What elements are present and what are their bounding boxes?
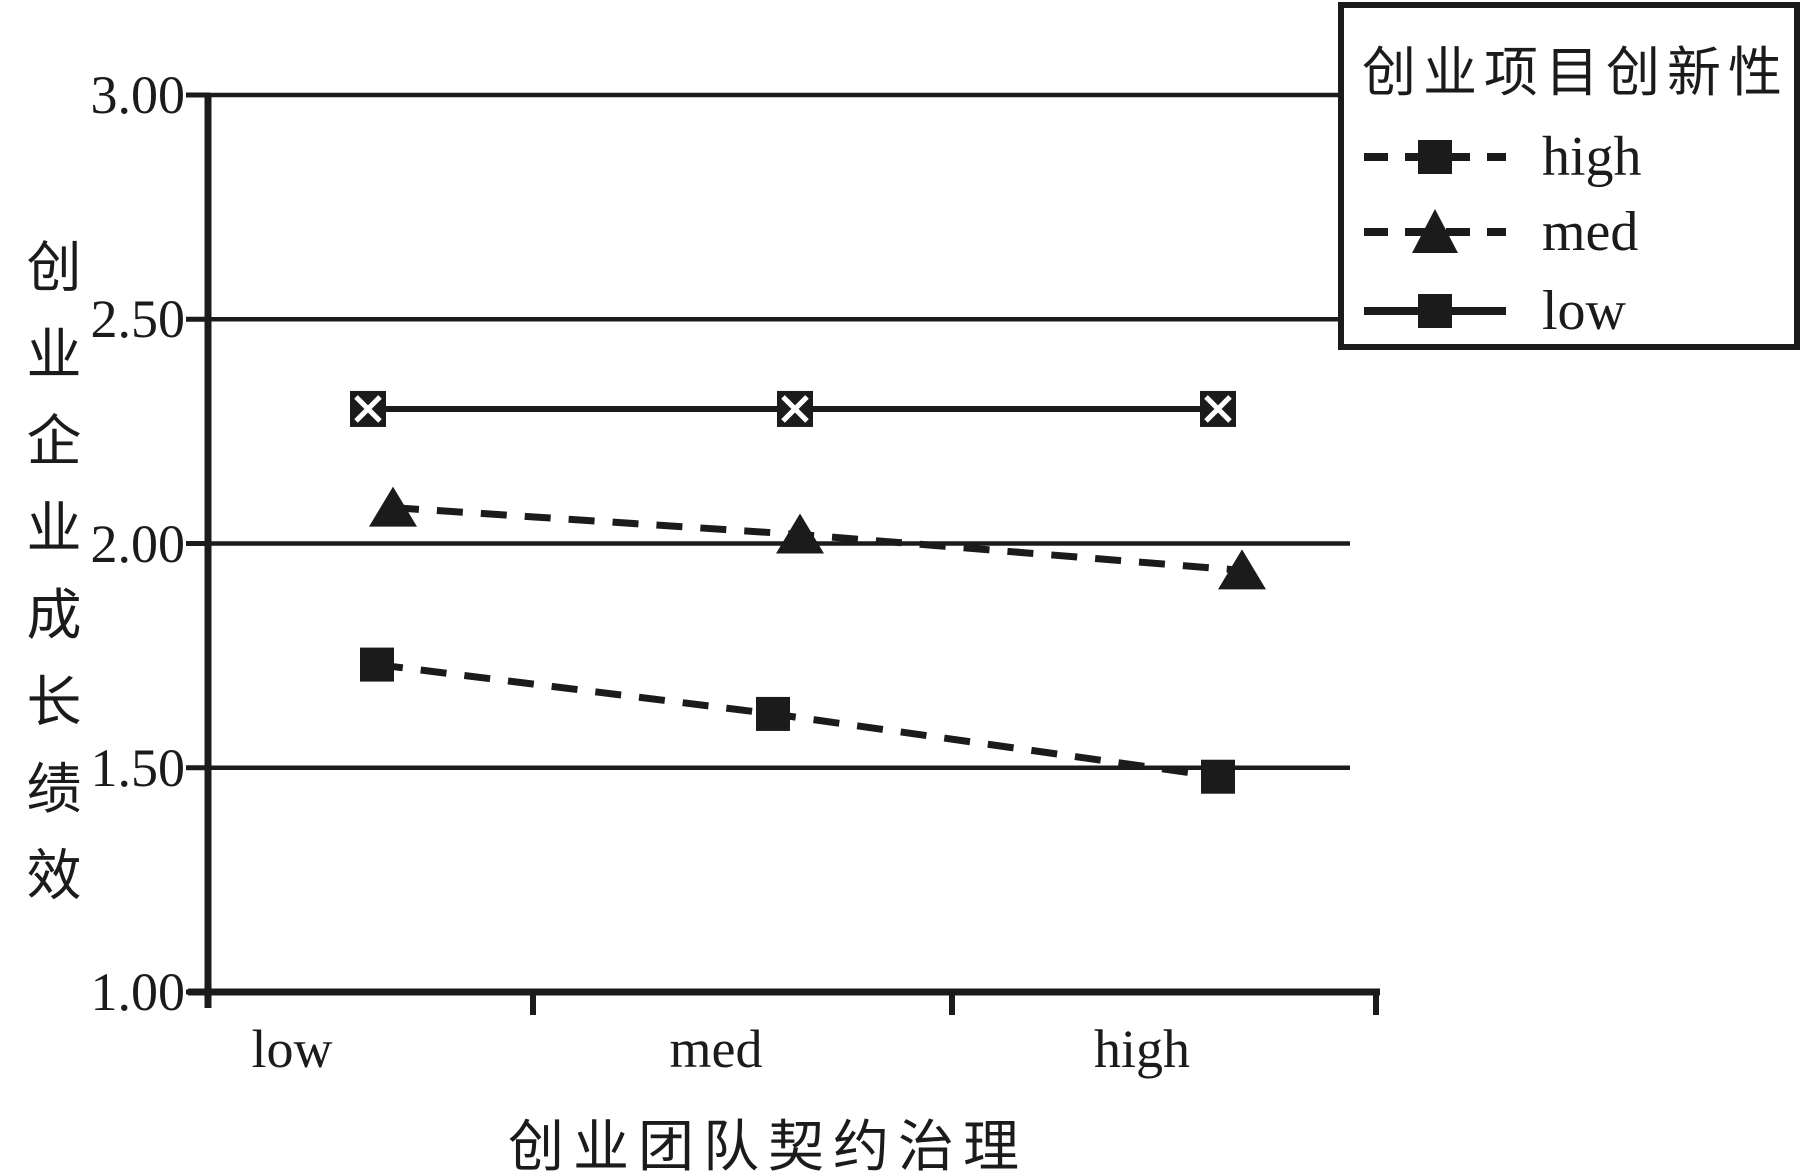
legend-item-med: med [1360, 201, 1638, 263]
legend-label-low: low [1542, 280, 1626, 342]
x-tick-label-high: high [1093, 1019, 1191, 1079]
marker-high-high [1201, 759, 1235, 794]
y-axis-title: 创业企业成长绩效 [18, 238, 79, 934]
marker-high-low [360, 647, 394, 682]
y-tick-label-2.00: 2.00 [90, 513, 186, 574]
legend-title: 创业项目创新性 [1362, 43, 1789, 103]
marker-high-med [756, 696, 790, 731]
marker-low-med-x2 [781, 395, 809, 423]
y-tick-label-1.00: 1.00 [90, 962, 186, 1022]
y-tick-label-3.00: 3.00 [90, 65, 186, 125]
marker-low-low-x2 [354, 395, 382, 423]
marker-med-med [776, 513, 824, 554]
y-tick-label-1.50: 1.50 [90, 737, 186, 798]
x-axis-title: 创业团队契约治理 [508, 1117, 1028, 1172]
y-tick-label-2.50: 2.50 [90, 289, 186, 350]
solid-line-square-marker-icon [1364, 294, 1506, 328]
legend-label-med: med [1542, 201, 1639, 263]
dashed-line-square-marker-icon [1364, 140, 1506, 174]
legend-item-high: high [1360, 126, 1642, 188]
marker-low-high-x2 [1204, 395, 1232, 423]
legend-label-high: high [1542, 126, 1642, 188]
x-tick-label-low: low [251, 1019, 333, 1079]
legend-item-low: low [1360, 280, 1626, 342]
legend: 创业项目创新性 high med low [1338, 2, 1800, 350]
series-line-high [376, 661, 1219, 781]
series-line-med [392, 504, 1243, 574]
dashed-line-triangle-marker-icon [1364, 209, 1506, 253]
marker-med-low [369, 486, 417, 527]
x-tick-label-med: med [669, 1019, 763, 1079]
marker-med-high [1218, 549, 1266, 590]
